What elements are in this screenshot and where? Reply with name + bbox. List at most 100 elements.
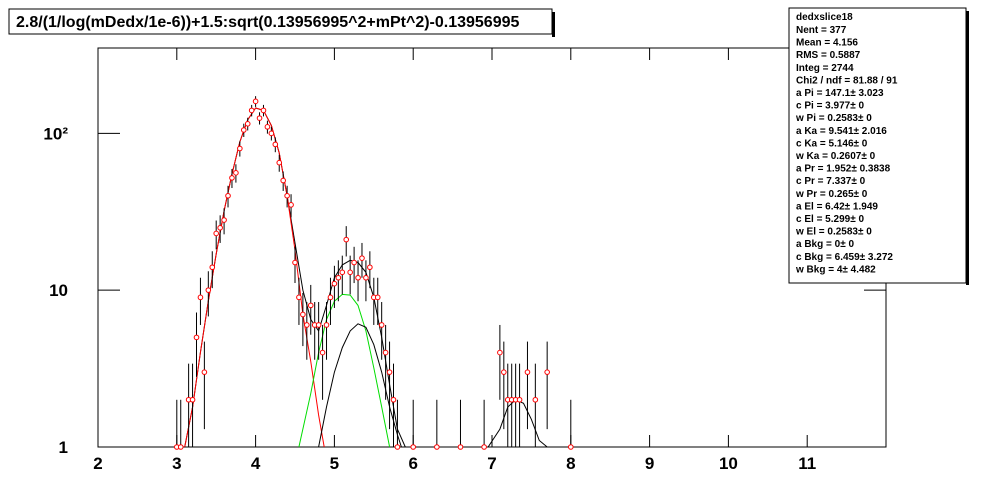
stats-line: RMS = 0.5887 [796,50,861,61]
data-point [327,294,334,301]
stats-title: dedxslice18 [796,12,853,23]
fit-curve [298,293,391,448]
data-point [544,369,550,375]
stats-line: c Bkg = 6.459± 3.272 [796,252,893,263]
data-point [284,192,290,199]
data-point [351,259,357,266]
data-point [300,311,306,318]
stats-line: Mean = 4.156 [796,38,858,49]
data-point [434,444,440,450]
data-point [189,396,196,403]
data-point [268,130,275,137]
y-tick-label: 10 [49,281,68,300]
x-tick-label: 7 [487,454,496,473]
data-point [244,121,251,127]
stats-line: a Pi = 147.1± 3.023 [796,88,884,99]
x-tick-label: 6 [408,454,417,473]
data-point [205,287,212,293]
stats-frame [788,7,967,284]
data-point [193,334,200,341]
data-point [288,202,294,208]
title-box [8,8,553,35]
x-tick-label: 9 [645,454,654,473]
stats-line: a Pr = 1.952± 0.3838 [796,164,891,175]
data-point [221,217,227,223]
stats-line: c El = 5.299± 0 [796,214,864,225]
y-tick-label: 1 [59,438,68,457]
data-point [382,349,389,356]
data-point [315,322,322,328]
stats-line: w Bkg = 4± 4.482 [795,264,876,275]
data-point [233,170,239,176]
data-point [378,322,385,328]
data-point [323,322,330,328]
data-point [248,107,255,114]
data-point [386,369,393,375]
stats-line: Nent = 377 [796,25,847,36]
stats-line: c Pi = 3.977± 0 [796,101,864,112]
data-point [217,224,223,231]
data-point [355,274,361,281]
data-point [280,177,286,184]
data-point [343,236,350,243]
data-point [272,141,279,148]
y-tick-label: 10² [43,124,68,143]
data-point [260,107,267,114]
data-point [307,302,314,309]
data-point [335,274,342,281]
x-tick-label: 4 [251,454,261,473]
stats-line: a El = 6.42± 1.949 [796,201,878,212]
data-point [197,294,204,301]
data-point [264,124,271,130]
data-point [497,349,503,356]
chart-title: 2.8/(1/log(mDedx/1e-6))+1.5:sqrt(0.13956… [16,14,520,31]
stats-line: c Ka = 5.146± 0 [796,138,868,149]
data-point [229,175,235,181]
data-point [331,280,338,287]
data-point [256,115,263,121]
data-point [390,396,397,403]
x-tick-label: 11 [798,454,816,473]
data-point [201,369,208,375]
data-point [524,369,531,375]
stats-line: a Ka = 9.541± 2.016 [796,126,887,137]
stats-shadow [966,11,969,285]
x-tick-label: 5 [330,454,339,473]
stats-line: Integ = 2744 [796,63,854,74]
stats-line: w Pr = 0.265± 0 [795,189,868,200]
x-tick-label: 2 [93,454,102,473]
data-point [457,444,464,450]
data-point [532,396,539,403]
x-tick-label: 10 [719,454,738,473]
data-point [276,159,283,166]
data-point [374,294,381,301]
x-tick-label: 3 [172,454,181,473]
data-point [225,192,231,199]
stats-line: w Ka = 0.2607± 0 [795,151,876,162]
data-point [367,264,373,271]
data-point [394,444,401,450]
data-point [292,259,298,266]
x-tick-label: 8 [566,454,575,473]
data-point [568,444,574,450]
data-point [304,322,310,328]
stats-line: c Pr = 7.337± 0 [796,176,866,187]
data-point [363,274,369,281]
title-shadow [552,12,555,37]
stats-line: Chi2 / ndf = 81.88 / 91 [796,75,898,86]
data-point [296,294,302,301]
data-point [359,255,365,261]
stats-line: w Pi = 0.2583± 0 [795,113,872,124]
data-point [209,264,216,271]
data-point [339,269,346,276]
data-point [237,145,243,152]
data-point [319,349,326,356]
data-point [240,127,247,133]
data-point [252,98,259,105]
stats-line: w El = 0.2583± 0 [795,227,872,238]
data-point [177,444,184,450]
data-point [516,396,523,403]
fit-curve [318,323,402,448]
data-point [347,269,353,276]
